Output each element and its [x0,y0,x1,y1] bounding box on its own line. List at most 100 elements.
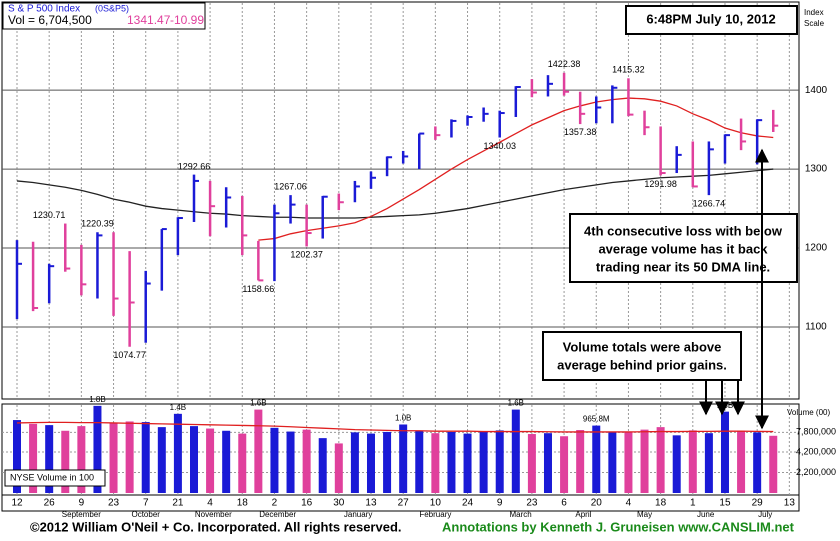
x-tick-label: 23 [526,498,538,509]
volume-bar [560,436,569,493]
volume-label: 1.6B [508,399,524,408]
x-tick-label: 13 [365,498,377,509]
price-label: 1357.38 [564,127,597,137]
volume-bar [383,431,392,493]
annotation: 4th consecutive loss with below [584,223,783,238]
volume-bar [447,431,456,493]
y-tick-label: 1200 [805,243,828,254]
annotation: average volume has it back [598,241,768,256]
layer: 12 26 9 23 7 21 4 18 2 16 30 13 27 10 24 9 23 6 20 4 18 1 15 29… [2,3,836,519]
price-label: 1292.66 [178,161,211,171]
volume-label: 1.4B [170,403,186,412]
volume-bar [608,432,617,493]
x-tick-label: 18 [655,498,667,509]
ticker: (0S&P5) [95,3,129,13]
date-axis [1,494,800,512]
volume-bar [656,427,665,493]
x-tick-label: 4 [207,498,213,509]
volume-label: 1.6B [250,399,266,408]
month-label: January [344,510,372,519]
volume-bar [93,405,102,493]
volume-tick-label: 7,800,000 [796,427,836,437]
annotation: Volume totals were above [563,339,722,354]
moving-average [16,168,774,219]
volume-bar [769,435,778,493]
volume-bar [238,433,247,493]
volume-bar [479,431,488,493]
x-tick-label: 20 [591,498,603,509]
x-tick-label: 2 [272,498,278,509]
volume-bar [624,431,633,493]
price-label: 1220.39 [81,218,114,228]
volume-bar [13,420,21,493]
volume-bar [672,435,681,493]
x-tick-label: 18 [237,498,249,509]
axis-label: Index [804,8,824,17]
month-label: November [195,510,232,519]
x-tick-label: 9 [79,498,85,509]
month-label: February [419,510,451,519]
volume-label: 1.8B [89,395,105,404]
x-tick-label: 9 [497,498,503,509]
volume-bar [45,425,54,493]
x-tick-label: 12 [11,498,23,509]
axis-label: Scale [804,19,825,28]
volume-bar [495,430,504,493]
price-label: 1340.03 [483,141,516,151]
volume-tick-label: 4,200,000 [796,446,836,456]
month-label: May [637,510,652,519]
x-tick-label: 30 [333,498,345,509]
volume-label: Volume (00) [787,408,830,417]
volume-bar [286,431,295,493]
volume-bar [576,430,585,493]
x-tick-label: 1 [690,498,696,509]
month-label: March [510,510,532,519]
volume-bar [592,425,601,493]
arrows [699,148,769,430]
price-label: 1422.38 [548,59,581,69]
x-tick-label: 6 [561,498,567,509]
annotation-box [542,331,742,381]
volume-bar [737,430,746,493]
price-label: 1266.74 [693,199,726,209]
x-tick-label: 27 [398,498,410,509]
price-label: 1074.77 [113,350,146,360]
volume-bar [399,424,408,493]
volume-bar [61,430,70,493]
annotation: trading near its 50 DMA line. [596,259,770,274]
x-tick-label: 10 [430,498,442,509]
x-tick-label: 23 [108,498,120,509]
volume-bar [77,426,86,493]
x-tick-label: 24 [462,498,474,509]
volume-bar [157,427,166,493]
title: S & P 500 Index [8,4,80,15]
month-label: December [259,510,296,519]
volume-bar [302,429,311,493]
volume-average [16,421,774,433]
volume-bar [173,413,182,493]
moving-average [258,97,774,241]
timestamp-box [625,5,798,35]
volume-bar [511,409,520,493]
x-tick-label: 15 [719,498,731,509]
header-box [2,2,206,30]
x-tick-label: 4 [626,498,632,509]
price-label: 1291.98 [644,179,677,189]
change: -10.99 [170,13,204,27]
volume-bar [753,432,762,493]
volume-bar [543,433,552,493]
x-tick-label: 29 [752,498,764,509]
volume-label: 965.8M [583,415,610,424]
price-label: 1202.37 [290,250,323,260]
x-tick-label: 7 [143,498,149,509]
volume-bar [463,433,472,493]
volume-bar [415,430,424,493]
volume-bar [366,433,375,493]
volume-bar [334,443,343,493]
volume-bar [141,422,150,493]
volume-panel-label: NYSE Volume in 100 [10,472,94,482]
y-tick-label: 1400 [805,85,828,96]
annotation: average behind prior gains. [557,357,727,372]
